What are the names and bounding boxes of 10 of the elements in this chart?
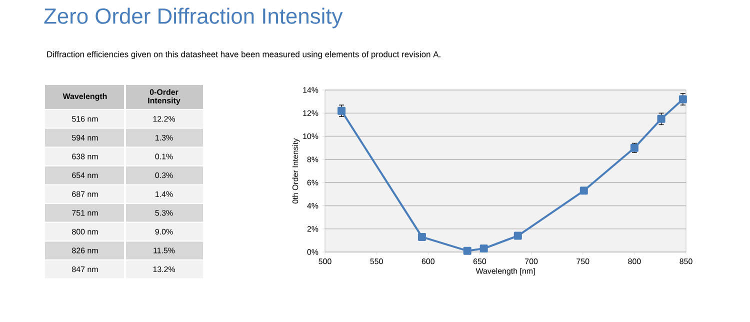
point <box>463 246 472 255</box>
point <box>338 106 346 115</box>
point <box>580 186 588 195</box>
point <box>657 114 666 123</box>
point <box>514 232 522 240</box>
chart-title: Zero Order Diffraction Intensity <box>44 8 343 28</box>
point <box>480 244 488 253</box>
text: Diffraction efficiencies given on this datasheet have been measured using elements of product revision A. <box>47 51 440 59</box>
point <box>678 95 687 104</box>
point <box>418 232 426 241</box>
